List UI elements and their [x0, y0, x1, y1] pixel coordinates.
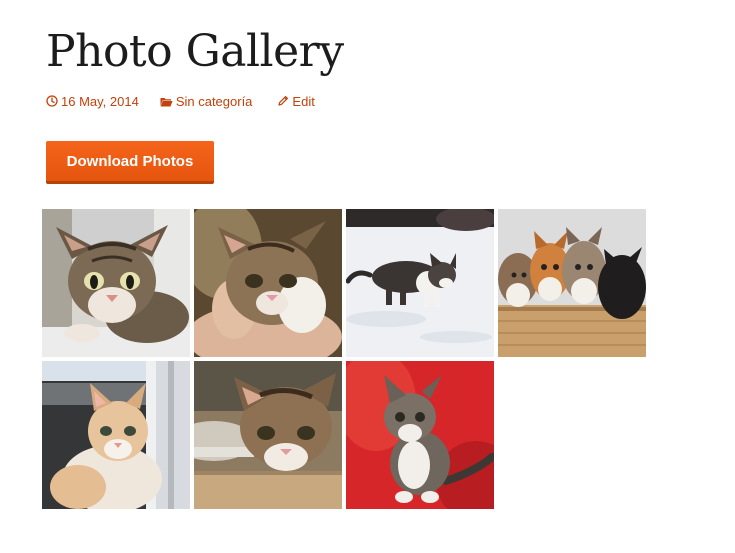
- pencil-icon: [277, 95, 289, 107]
- folder-icon: [160, 96, 173, 107]
- gallery-photo-2[interactable]: [194, 209, 342, 357]
- edit-label: Edit: [292, 93, 315, 109]
- post-category-link[interactable]: Sin categoría: [160, 93, 253, 109]
- clock-icon: [46, 95, 58, 107]
- gallery-photo-3[interactable]: [346, 209, 494, 357]
- page-title: Photo Gallery: [46, 26, 344, 77]
- gallery-photo-7[interactable]: [346, 361, 494, 509]
- edit-link[interactable]: Edit: [277, 93, 315, 109]
- post-meta: 16 May, 2014 Sin categoría Edit: [46, 92, 315, 110]
- gallery-photo-6[interactable]: [194, 361, 342, 509]
- kitten-photo-image: [498, 209, 646, 357]
- gallery-photo-1[interactable]: [42, 209, 190, 357]
- post-date-link[interactable]: 16 May, 2014: [46, 94, 139, 109]
- kitten-photo-image: [194, 209, 342, 357]
- kitten-photo-image: [194, 361, 342, 509]
- kitten-photo-image: [42, 209, 190, 357]
- post-category: Sin categoría: [175, 93, 253, 109]
- kitten-photo-image: [42, 361, 190, 509]
- gallery-photo-5[interactable]: [42, 361, 190, 509]
- post-date: 16 May, 2014: [61, 93, 139, 109]
- kitten-photo-image: [346, 361, 494, 509]
- download-photos-button[interactable]: Download Photos: [46, 141, 214, 184]
- kitten-photo-image: [346, 209, 494, 357]
- gallery-photo-4[interactable]: [498, 209, 646, 357]
